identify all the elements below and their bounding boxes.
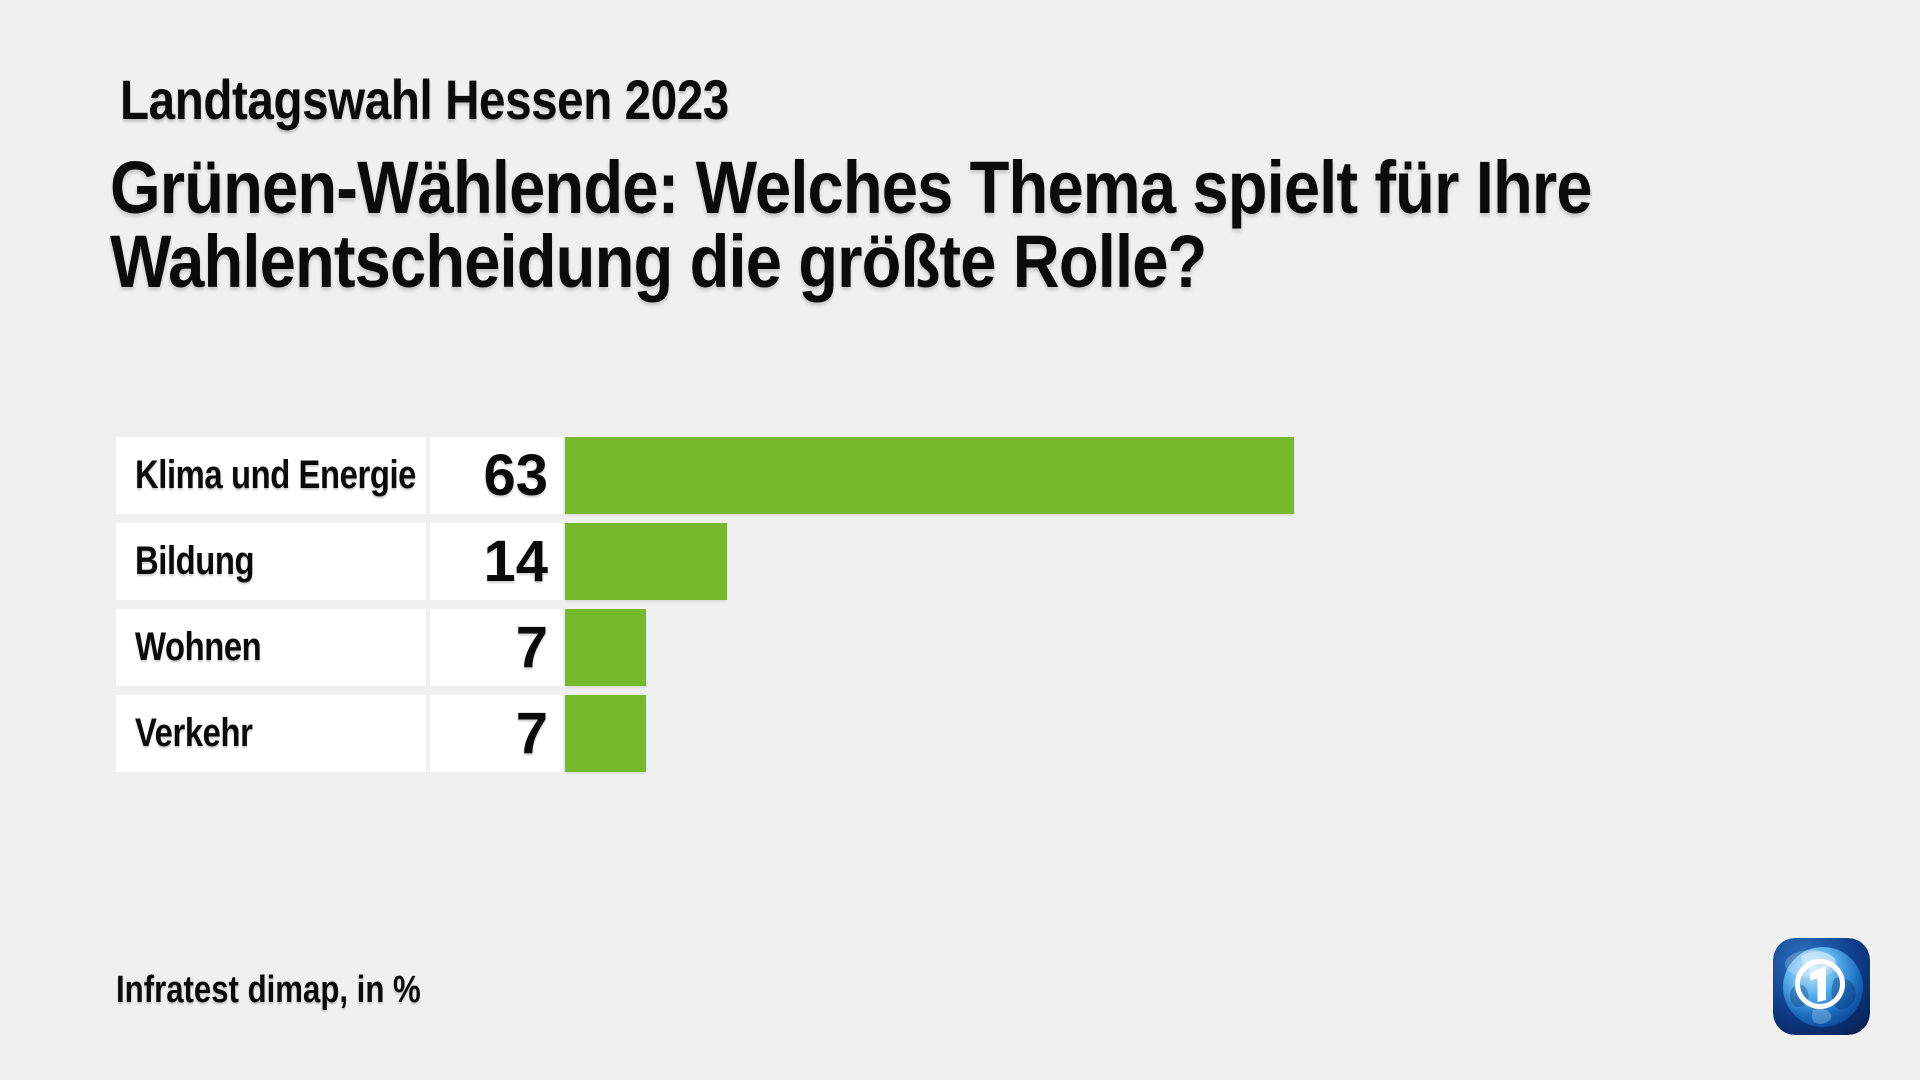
category-label-cell: Bildung bbox=[116, 523, 426, 600]
bar bbox=[565, 695, 646, 772]
value-label: 7 bbox=[515, 615, 548, 680]
source-attribution: Infratest dimap, in % bbox=[116, 969, 421, 1011]
bar bbox=[565, 437, 1294, 514]
chart-title-line-1: Grünen-Wählende: Welches Thema spielt fü… bbox=[110, 146, 1593, 229]
value-label: 63 bbox=[483, 443, 548, 508]
chart-title: Grünen-Wählende: Welches Thema spielt fü… bbox=[110, 146, 1593, 303]
value-cell: 7 bbox=[430, 609, 563, 686]
category-label: Verkehr bbox=[135, 711, 253, 755]
category-label-cell: Verkehr bbox=[116, 695, 426, 772]
category-label: Klima und Energie bbox=[135, 453, 416, 497]
bar bbox=[565, 523, 727, 600]
value-label: 14 bbox=[483, 529, 548, 594]
category-label-cell: Klima und Energie bbox=[116, 437, 426, 514]
ard-one-icon bbox=[1810, 966, 1826, 1002]
category-label: Wohnen bbox=[135, 625, 262, 669]
chart-title-line-2: Wahlentscheidung die größte Rolle? bbox=[110, 220, 1207, 303]
category-label-cell: Wohnen bbox=[116, 609, 426, 686]
value-cell: 7 bbox=[430, 695, 563, 772]
ard-globe-icon bbox=[1773, 938, 1870, 1035]
chart-subtitle: Landtagswahl Hessen 2023 bbox=[120, 68, 729, 131]
ard-logo bbox=[1773, 938, 1870, 1035]
bar bbox=[565, 609, 646, 686]
value-label: 7 bbox=[515, 701, 548, 766]
category-label: Bildung bbox=[135, 539, 255, 583]
value-cell: 63 bbox=[430, 437, 563, 514]
value-cell: 14 bbox=[430, 523, 563, 600]
